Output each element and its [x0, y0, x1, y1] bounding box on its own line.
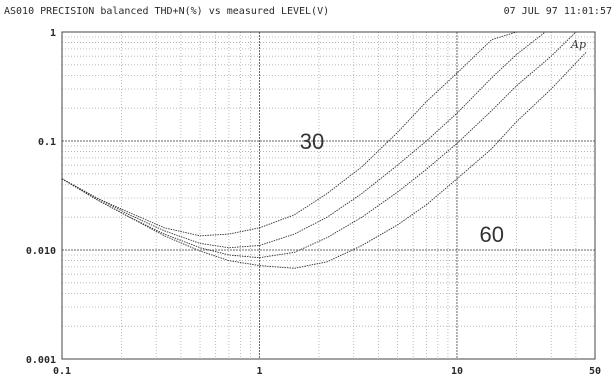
curve-annotation: 30 — [300, 129, 324, 154]
tick-labels: 0.1 1 10 50 1 0.1 0.010 0.001 — [26, 28, 601, 377]
x-tick-label: 1 — [256, 366, 262, 377]
y-tick-label: 0.001 — [26, 355, 56, 366]
annotations: 30 60 — [300, 129, 504, 247]
x-tick-label: 0.1 — [53, 366, 71, 377]
y-tick-label: 0.1 — [38, 137, 56, 148]
chart-title: AS010 PRECISION balanced THD+N(%) vs mea… — [4, 6, 329, 17]
x-tick-label: 10 — [451, 366, 463, 377]
series-line-3 — [61, 31, 577, 259]
chart-timestamp: 07 JUL 97 11:01:57 — [504, 6, 612, 17]
ap-logo: Ap — [570, 38, 586, 51]
curve-annotation: 60 — [479, 222, 503, 247]
grid — [62, 32, 595, 359]
series-line-4 — [61, 52, 587, 269]
y-tick-label: 1 — [50, 28, 56, 39]
y-tick-label: 0.010 — [26, 246, 56, 257]
series-line-1 — [61, 31, 517, 237]
series-line-2 — [61, 31, 546, 249]
plot-frame — [61, 31, 596, 360]
x-tick-label: 50 — [589, 366, 601, 377]
series-group — [61, 31, 587, 269]
